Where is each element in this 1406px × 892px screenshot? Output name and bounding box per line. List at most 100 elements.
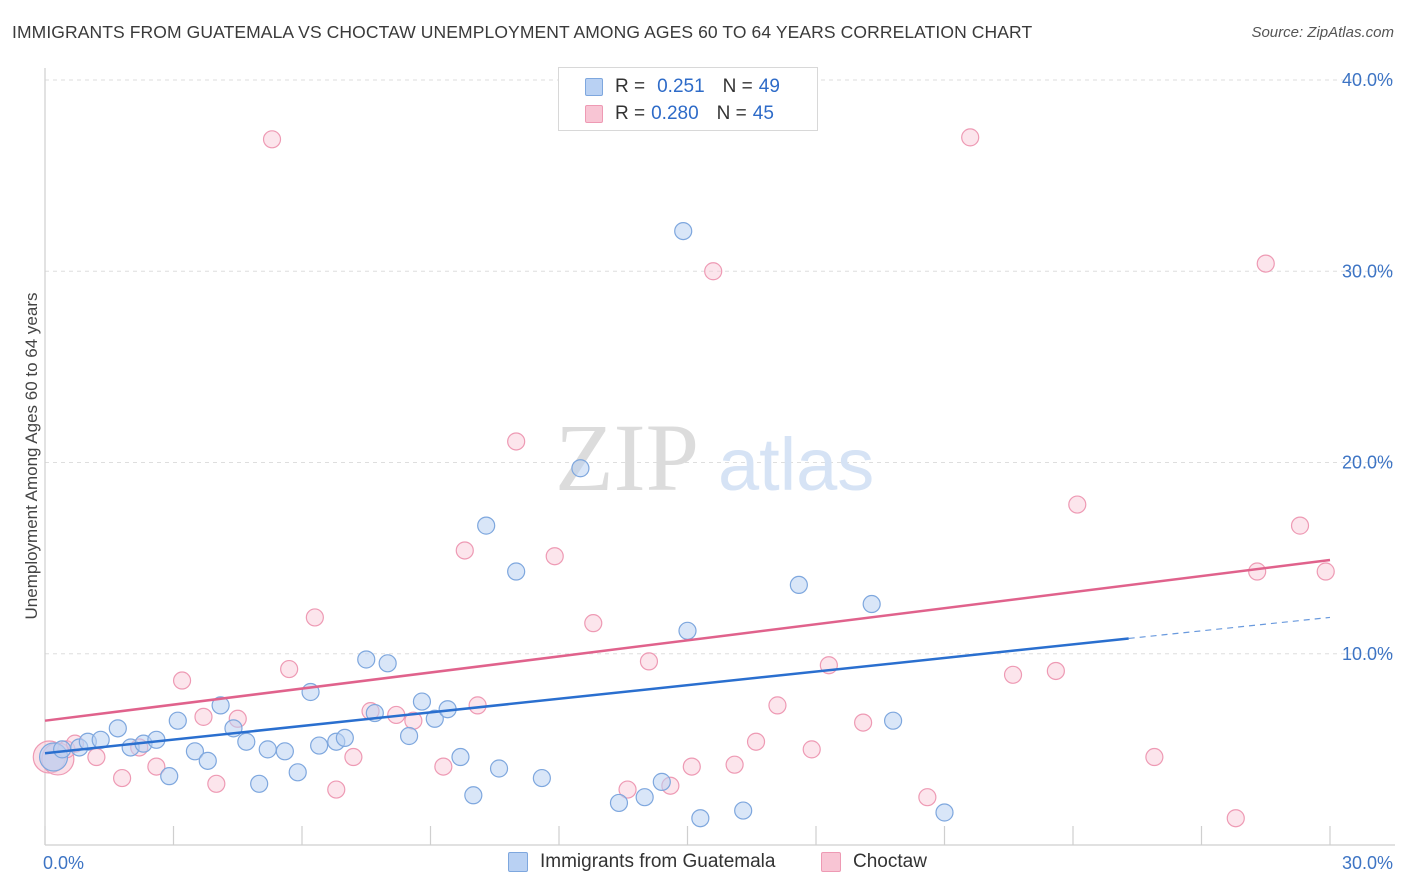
choctaw-point <box>1046 661 1065 681</box>
choctaw-point <box>1145 747 1164 767</box>
guatemala-points <box>38 221 954 828</box>
r-value-guatemala: 0.251 <box>657 76 705 97</box>
y-tick-label: 40.0% <box>1342 70 1393 90</box>
guatemala-trend-extension <box>1128 616 1331 640</box>
choctaw-point <box>507 432 526 451</box>
choctaw-point <box>1226 809 1245 828</box>
guatemala-point <box>250 774 269 793</box>
guatemala-point <box>108 719 127 738</box>
n-value-guatemala: 49 <box>758 76 780 97</box>
guatemala-point <box>451 747 470 767</box>
choctaw-point <box>172 671 192 690</box>
grid-lines <box>45 79 1395 655</box>
guatemala-point <box>464 786 483 805</box>
guatemala-trend-line <box>44 637 1129 755</box>
choctaw-point <box>1003 665 1023 684</box>
guatemala-point <box>185 742 205 761</box>
r-value-choctaw: 0.280 <box>651 103 699 124</box>
choctaw-swatch <box>585 105 603 123</box>
guatemala-point <box>198 751 217 770</box>
choctaw-point <box>1248 562 1267 581</box>
axes <box>44 68 1395 846</box>
choctaw-point <box>802 740 821 759</box>
guatemala-point <box>310 736 329 755</box>
correlation-legend: R = 0.251 N = 49 R = 0.280 N = 45 <box>558 67 818 131</box>
guatemala-point <box>635 788 654 807</box>
guatemala-point <box>357 650 376 669</box>
x-tick-label: 0.0% <box>43 853 84 873</box>
tick-labels: 10.0% 20.0% 30.0% 40.0% 0.0% 30.0% <box>43 70 1393 873</box>
choctaw-point <box>918 788 937 807</box>
legend-item-guatemala[interactable]: Immigrants from Guatemala <box>508 851 775 873</box>
choctaw-point <box>455 541 474 560</box>
y-tick-label: 20.0% <box>1342 453 1393 473</box>
guatemala-point <box>678 621 697 640</box>
n-label: N = <box>722 76 753 97</box>
guatemala-point <box>258 740 277 759</box>
guatemala-point <box>237 732 256 751</box>
guatemala-point <box>275 742 294 761</box>
guatemala-point <box>691 809 710 828</box>
choctaw-trend-line <box>44 558 1331 722</box>
n-value-choctaw: 45 <box>752 103 774 124</box>
guatemala-point <box>571 459 590 478</box>
choctaw-point <box>280 659 299 679</box>
trend-lines <box>44 558 1331 755</box>
choctaw-point <box>1068 495 1087 514</box>
guatemala-point <box>652 772 671 791</box>
choctaw-point <box>434 757 453 776</box>
choctaw-point <box>584 614 603 633</box>
choctaw-point <box>327 780 346 799</box>
guatemala-point <box>789 575 808 595</box>
watermark-atlas: atlas <box>718 423 874 506</box>
guatemala-point <box>609 793 629 813</box>
watermark-zip: ZIP <box>555 404 699 511</box>
source-credit: Source: ZipAtlas.com <box>1251 24 1394 41</box>
choctaw-point <box>147 757 166 776</box>
choctaw-point <box>87 747 106 767</box>
choctaw-point <box>618 780 637 799</box>
n-label: N = <box>716 103 747 124</box>
guatemala-point <box>489 759 509 778</box>
y-tick-label: 30.0% <box>1342 261 1393 281</box>
choctaw-point <box>682 757 701 776</box>
guatemala-swatch <box>508 852 528 872</box>
guatemala-point <box>507 562 526 581</box>
choctaw-point <box>725 755 744 774</box>
guatemala-point <box>734 801 753 820</box>
guatemala-point <box>160 767 179 786</box>
legend-row-choctaw: R = 0.280 N = 45 <box>585 101 774 127</box>
legend-label-choctaw: Choctaw <box>853 851 927 872</box>
guatemala-point <box>674 221 693 241</box>
r-label: R = <box>615 103 646 124</box>
guatemala-point <box>335 728 354 748</box>
legend-item-choctaw[interactable]: Choctaw <box>821 851 927 873</box>
guatemala-point <box>399 726 419 746</box>
series-legend: Immigrants from Guatemala Choctaw <box>0 851 1406 877</box>
x-tick-label: 30.0% <box>1342 853 1393 873</box>
guatemala-swatch <box>585 78 603 96</box>
choctaw-point <box>545 547 564 566</box>
guatemala-point <box>412 692 432 711</box>
legend-row-guatemala: R = 0.251 N = 49 <box>585 74 780 100</box>
guatemala-point <box>168 711 187 730</box>
chart-title: IMMIGRANTS FROM GUATEMALA VS CHOCTAW UNE… <box>12 22 1033 42</box>
choctaw-point <box>639 652 659 671</box>
guatemala-point <box>378 654 397 673</box>
guatemala-point <box>532 768 551 788</box>
choctaw-point <box>194 707 213 726</box>
choctaw-swatch <box>821 852 841 872</box>
choctaw-point <box>207 774 226 793</box>
choctaw-point <box>704 262 723 281</box>
choctaw-point <box>468 696 487 715</box>
choctaw-point <box>1290 516 1310 535</box>
choctaw-point <box>746 732 766 751</box>
guatemala-point <box>288 763 307 782</box>
legend-label-guatemala: Immigrants from Guatemala <box>540 851 776 872</box>
r-label: R = <box>615 76 646 97</box>
guatemala-point <box>935 803 954 822</box>
guatemala-point <box>53 740 72 759</box>
y-tick-label: 10.0% <box>1342 644 1393 664</box>
choctaw-point <box>768 696 787 715</box>
guatemala-point <box>425 709 444 728</box>
